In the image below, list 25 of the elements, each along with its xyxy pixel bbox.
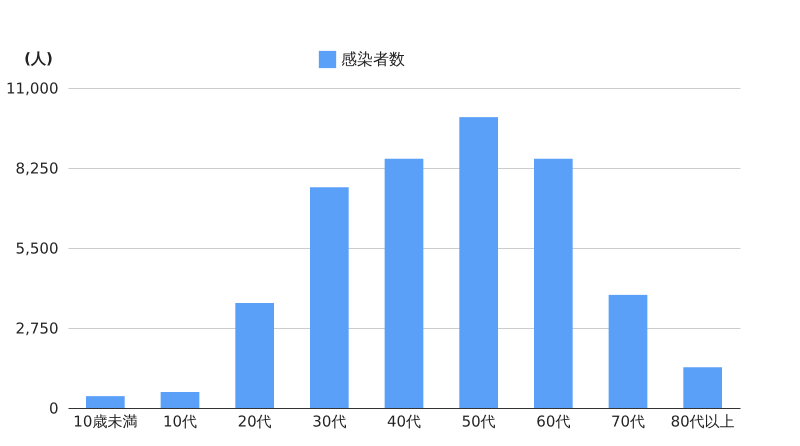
- y-tick-label: 5,500: [16, 240, 58, 258]
- x-tick-label: 80代以上: [670, 412, 735, 430]
- bar: [683, 367, 722, 408]
- bar: [160, 392, 200, 408]
- bar: [459, 117, 498, 408]
- bar: [608, 294, 648, 408]
- y-tick-label: 0: [48, 400, 58, 418]
- y-tick-label: 2,750: [16, 320, 58, 338]
- x-tick-label: 30代: [312, 412, 346, 430]
- legend-label: 感染者数: [341, 50, 405, 68]
- x-tick-label: 20代: [238, 412, 272, 430]
- x-tick-label: 40代: [386, 412, 422, 430]
- x-tick-label: 60代: [536, 412, 570, 430]
- bar: [534, 158, 573, 408]
- x-tick-label: 10歳未満: [73, 412, 138, 430]
- y-axis-title: (人): [24, 50, 53, 68]
- x-tick-label: 50代: [462, 412, 496, 430]
- bar: [86, 396, 125, 408]
- bar: [384, 158, 424, 408]
- y-tick-label: 11,000: [6, 80, 58, 98]
- x-tick-label: 70代: [610, 412, 646, 430]
- y-tick-label: 8,250: [16, 160, 58, 178]
- bar: [235, 302, 274, 408]
- x-tick-label: 10代: [162, 412, 198, 430]
- bar: [310, 187, 349, 408]
